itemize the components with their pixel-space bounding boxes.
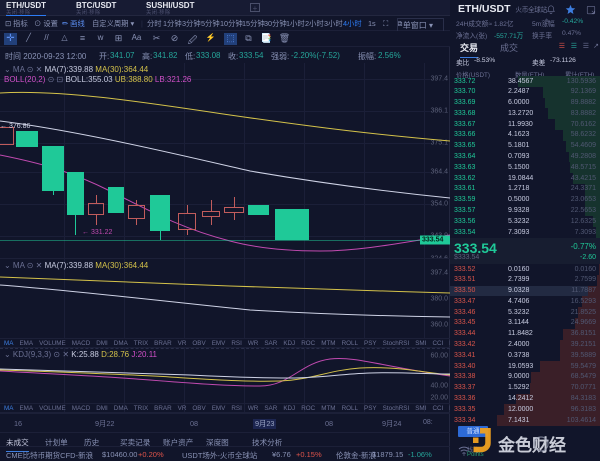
svg-text:金色财经: 金色财经 <box>497 435 566 455</box>
